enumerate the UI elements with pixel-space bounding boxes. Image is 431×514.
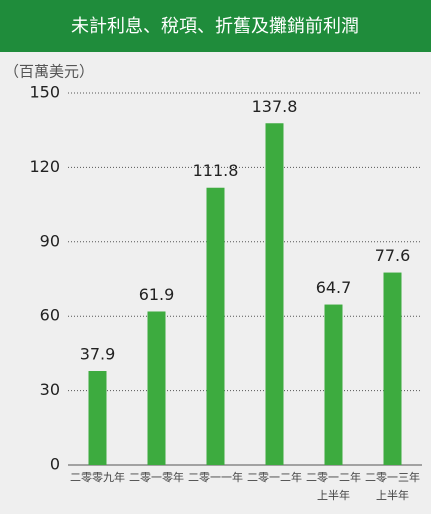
value-label: 137.8 — [252, 97, 298, 116]
bar — [206, 187, 225, 465]
x-tick-label: 上半年 — [376, 488, 409, 502]
y-tick-label: 90 — [40, 231, 60, 250]
y-tick-label: 60 — [40, 306, 60, 325]
chart-title: 未計利息、稅項、折舊及攤銷前利潤 — [71, 16, 359, 37]
y-axis-label: （百萬美元） — [4, 63, 94, 81]
y-tick-label: 120 — [29, 157, 60, 176]
value-label: 61.9 — [139, 285, 175, 304]
bar — [265, 123, 284, 466]
y-tick-label: 30 — [40, 380, 60, 399]
bar — [383, 272, 402, 465]
bar — [88, 371, 107, 465]
value-label: 111.8 — [193, 161, 239, 180]
y-tick-label: 150 — [29, 83, 60, 102]
y-tick-label: 0 — [50, 455, 60, 474]
x-tick-label: 二零一零年 — [129, 470, 184, 484]
x-tick-label: 上半年 — [317, 488, 350, 502]
bar — [147, 311, 166, 465]
x-tick-label: 二零一一年 — [188, 470, 243, 484]
value-label: 64.7 — [316, 278, 352, 297]
x-tick-label: 二零一二年 — [306, 470, 361, 484]
value-label: 37.9 — [80, 345, 116, 364]
x-tick-label: 二零一三年 — [365, 470, 420, 484]
bar — [324, 304, 343, 465]
value-label: 77.6 — [375, 246, 411, 265]
x-tick-label: 二零零九年 — [70, 470, 125, 484]
x-tick-label: 二零一二年 — [247, 470, 302, 484]
title-bar — [0, 0, 431, 52]
